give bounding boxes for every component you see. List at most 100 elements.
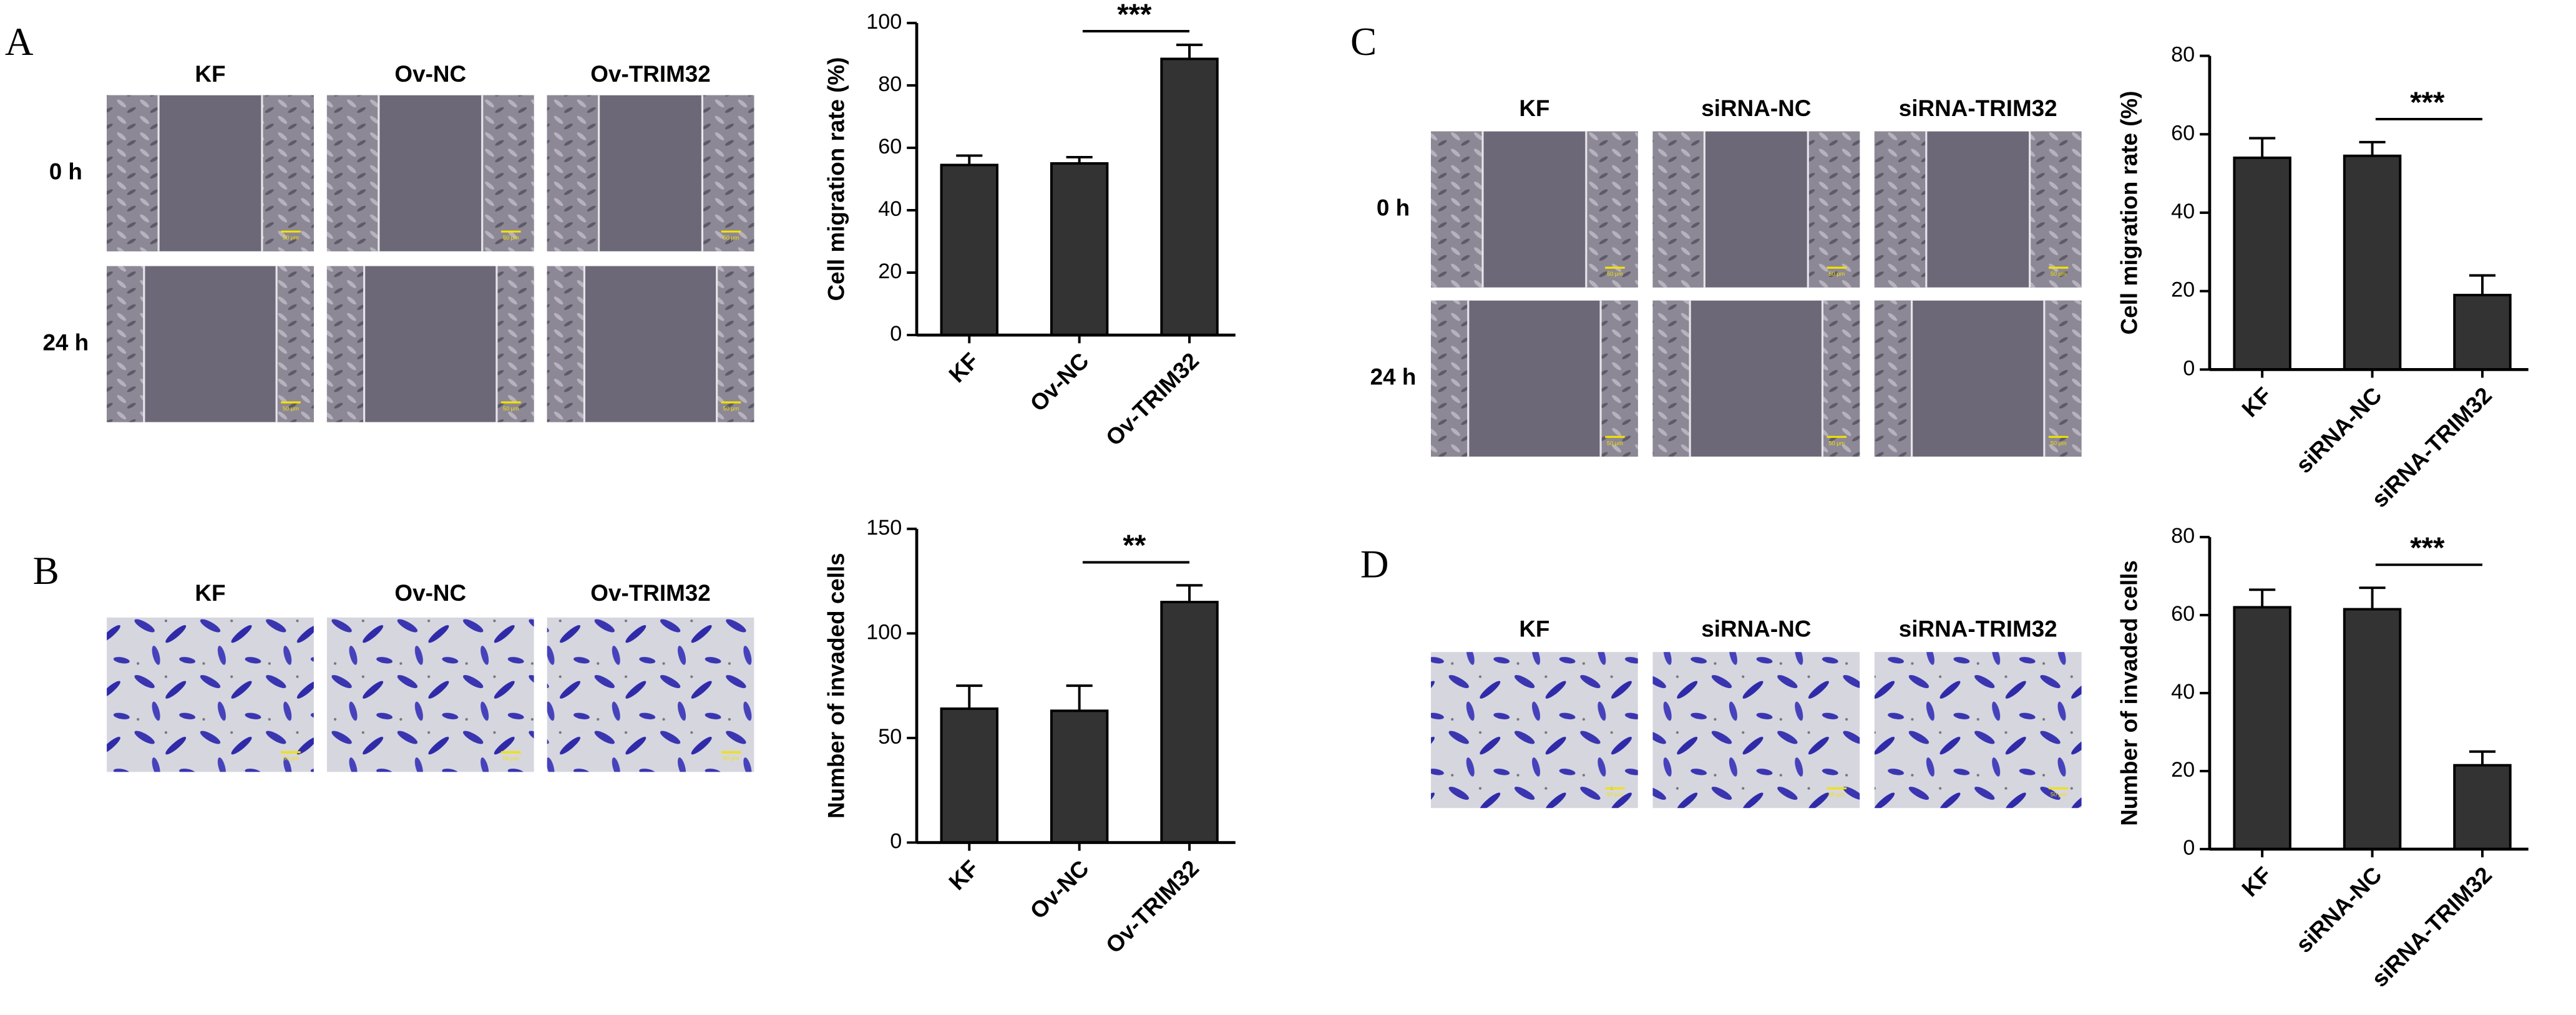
y-tick-label: 80 xyxy=(2171,43,2195,67)
y-tick-label: 60 xyxy=(2171,121,2195,145)
scale-bar-label: 50 μm xyxy=(1828,271,1845,277)
scale-bar-label: 50 μm xyxy=(2051,440,2067,446)
x-tick-label: KF xyxy=(2237,382,2277,422)
column-header: Ov-TRIM32 xyxy=(590,61,710,87)
bar xyxy=(940,163,998,337)
x-tick-label: siRNA-NC xyxy=(2291,862,2386,957)
error-bar xyxy=(2469,750,2496,765)
cell-edge xyxy=(107,266,144,422)
significance-label: *** xyxy=(1117,0,1152,31)
y-axis-label: Number of invaded cells xyxy=(823,553,849,818)
column-header: KF xyxy=(195,61,225,87)
cell-edge xyxy=(2044,300,2082,457)
scale-bar-label: 50 μm xyxy=(503,755,519,762)
bar xyxy=(940,707,998,844)
error-bar xyxy=(2359,140,2386,156)
y-tick-label: 150 xyxy=(866,516,902,540)
scale-bar-label: 50 μm xyxy=(283,406,299,412)
error-bar xyxy=(2359,586,2386,609)
y-tick-label: 40 xyxy=(2171,200,2195,223)
column-header: siRNA-TRIM32 xyxy=(1899,616,2057,642)
bar xyxy=(2233,606,2291,851)
scale-bar-label: 50 μm xyxy=(723,235,739,241)
row-label: 0 h xyxy=(49,158,82,184)
column-header: Ov-TRIM32 xyxy=(590,580,710,606)
significance-label: ** xyxy=(1123,529,1146,562)
panel-label: C xyxy=(1350,20,1377,64)
x-tick-label: siRNA-TRIM32 xyxy=(2367,862,2497,991)
y-tick-label: 0 xyxy=(2183,356,2195,380)
scale-bar-label: 50 μm xyxy=(503,406,519,412)
x-tick-label: Ov-TRIM32 xyxy=(1101,347,1204,450)
y-tick-label: 100 xyxy=(866,620,902,644)
x-tick-label: siRNA-TRIM32 xyxy=(2367,382,2497,512)
cell-edge xyxy=(716,266,754,422)
cell-edge xyxy=(496,266,534,422)
bar xyxy=(1160,601,1219,844)
cell-edge xyxy=(261,95,314,251)
column-header: KF xyxy=(195,580,225,606)
column-header: Ov-NC xyxy=(394,61,466,87)
cell-edge xyxy=(1431,131,1483,288)
row-label: 24 h xyxy=(1370,364,1417,390)
cell-edge xyxy=(547,266,585,422)
micrograph xyxy=(1431,652,1638,809)
x-tick-label: KF xyxy=(944,347,984,387)
y-axis-label: Number of invaded cells xyxy=(2116,560,2142,826)
x-tick-label: KF xyxy=(944,855,984,895)
micrograph xyxy=(107,617,314,772)
y-tick-label: 50 xyxy=(878,725,902,749)
bar xyxy=(2233,156,2291,371)
cell-edge xyxy=(1652,131,1705,288)
y-tick-label: 100 xyxy=(866,10,902,34)
column-header: siRNA-NC xyxy=(1701,616,1811,642)
y-tick-label: 0 xyxy=(890,830,902,853)
cell-edge xyxy=(1652,300,1690,457)
micrograph xyxy=(1874,652,2082,809)
y-tick-label: 0 xyxy=(890,322,902,346)
cell-edge xyxy=(326,266,364,422)
cell-edge xyxy=(1874,300,1912,457)
cell-edge xyxy=(702,95,754,251)
column-header: Ov-NC xyxy=(394,580,466,606)
cell-edge xyxy=(1586,131,1638,288)
significance-label: *** xyxy=(2410,86,2445,119)
micrograph xyxy=(326,617,534,772)
cell-edge xyxy=(1601,300,1638,457)
column-header: KF xyxy=(1519,616,1549,642)
scale-bar-label: 50 μm xyxy=(1828,440,1845,446)
error-bar xyxy=(1066,684,1093,711)
cell-edge xyxy=(1822,300,1860,457)
scale-bar-label: 50 μm xyxy=(723,755,739,762)
scale-bar-label: 50 μm xyxy=(1607,792,1623,798)
error-bar xyxy=(2249,137,2276,158)
cell-edge xyxy=(547,95,599,251)
error-bar xyxy=(956,154,983,165)
error-bar xyxy=(2249,588,2276,608)
y-tick-label: 20 xyxy=(2171,278,2195,302)
scale-bar-label: 50 μm xyxy=(503,235,519,241)
error-bar xyxy=(2469,274,2496,295)
error-bar xyxy=(1176,43,1203,59)
y-tick-label: 60 xyxy=(2171,602,2195,626)
y-axis-label: Cell migration rate (%) xyxy=(823,57,849,301)
column-header: KF xyxy=(1519,95,1549,121)
cell-edge xyxy=(326,95,379,251)
panel-label: A xyxy=(5,20,34,64)
micrograph xyxy=(547,617,754,772)
bar xyxy=(2343,608,2402,851)
column-header: siRNA-NC xyxy=(1701,95,1811,121)
bar xyxy=(1050,709,1109,844)
y-tick-label: 60 xyxy=(878,135,902,158)
bar xyxy=(2343,154,2402,371)
error-bar xyxy=(1066,155,1093,163)
bar xyxy=(1160,57,1219,337)
y-tick-label: 80 xyxy=(878,72,902,96)
micrograph xyxy=(1652,652,1860,809)
cell-edge xyxy=(482,95,534,251)
error-bar xyxy=(1176,584,1203,603)
x-tick-label: Ov-TRIM32 xyxy=(1101,855,1204,958)
